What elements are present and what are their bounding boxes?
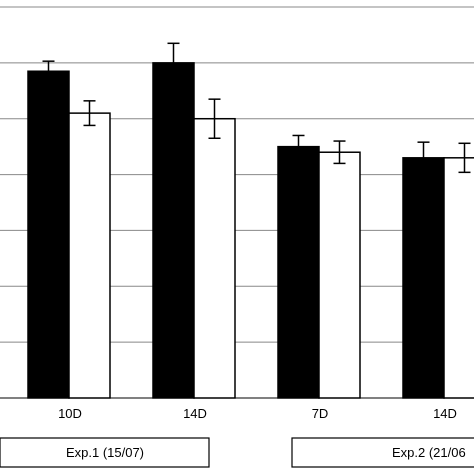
error-bar [167,42,180,84]
bar-dark-0 [27,70,70,399]
bar-dark-3 [402,157,445,399]
x-tick-label: 10D [58,406,82,421]
group-labels: Exp.1 (15/07) Exp.2 (21/06 [0,437,474,468]
group-box-1: Exp.2 (21/06 [291,437,474,468]
x-tick-label: 7D [312,406,329,421]
error-bar [83,100,96,127]
bar-light-0 [68,112,111,399]
bars [27,62,474,399]
error-bar [292,134,305,159]
error-bar [208,98,221,140]
error-bar [42,60,55,83]
bar-light-2 [318,151,361,399]
error-bar [458,142,471,174]
x-tick-label: 14D [433,406,457,421]
bar-dark-1 [152,62,195,399]
group-label: Exp.1 (15/07) [66,445,144,460]
bar-dark-2 [277,145,320,399]
group-label: Exp.2 (21/06 [392,445,466,460]
error-bars [42,42,471,175]
x-tick-label: 14D [183,406,207,421]
bar-light-3 [443,157,474,399]
group-box-0: Exp.1 (15/07) [0,437,210,468]
error-bar [333,140,346,165]
error-bar [417,141,430,175]
bar-light-1 [193,117,236,399]
x-tick-labels: 10D 14D 7D 14D [58,406,457,421]
